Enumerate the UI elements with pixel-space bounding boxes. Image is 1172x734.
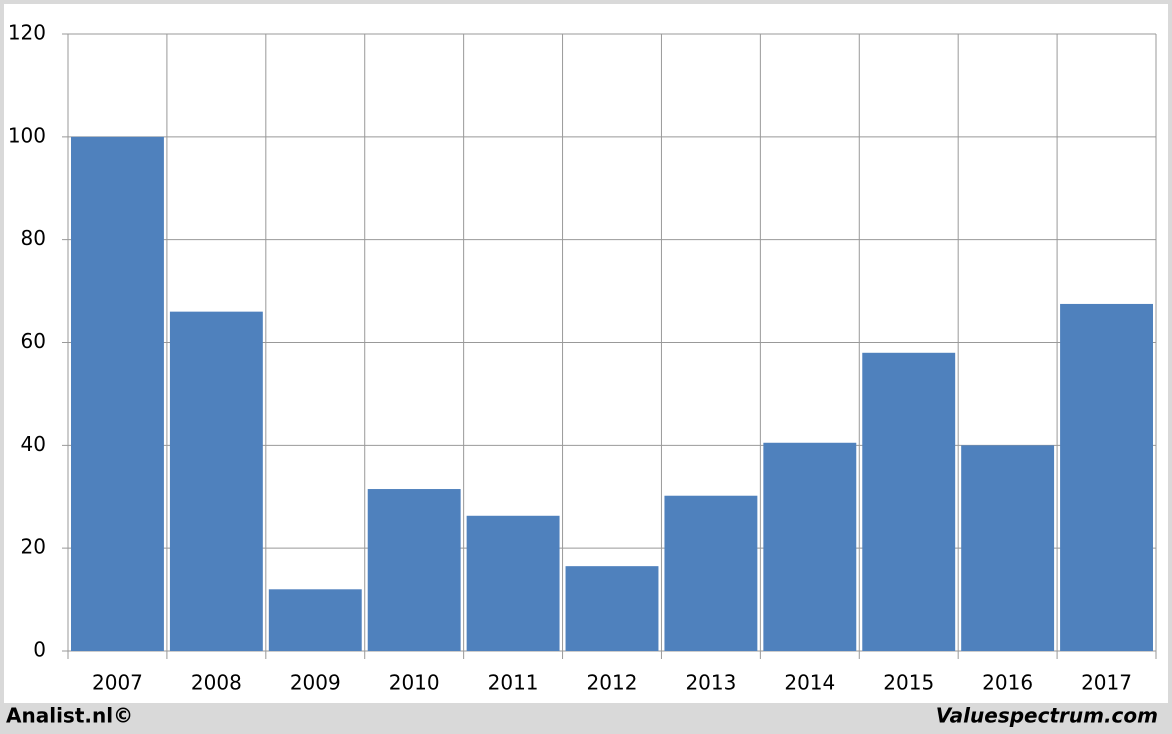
- bar: [71, 136, 164, 652]
- y-tick-label: 120: [8, 21, 46, 45]
- y-tick-label: 80: [21, 226, 46, 250]
- x-tick-label: 2015: [883, 671, 934, 695]
- x-tick-label: 2011: [488, 671, 539, 695]
- y-tick-label: 60: [21, 329, 46, 353]
- footer-right: Valuespectrum.com: [936, 704, 1158, 728]
- x-tick-label: 2017: [1081, 671, 1132, 695]
- x-tick-label: 2013: [685, 671, 736, 695]
- x-tick-label: 2014: [784, 671, 835, 695]
- footer-left: Analist.nl©: [6, 704, 133, 728]
- bar: [1060, 303, 1153, 651]
- bar: [169, 311, 263, 651]
- bar: [268, 589, 362, 651]
- bar: [565, 566, 659, 651]
- x-tick-label: 2010: [389, 671, 440, 695]
- y-tick-label: 20: [21, 535, 46, 559]
- x-tick-label: 2007: [92, 671, 143, 695]
- bar: [862, 352, 956, 651]
- y-tick-label: 0: [33, 638, 46, 662]
- plot: 0 20 40 60 80 100 120 2007 2008 2009 2010 2011 2012 2…: [8, 21, 1157, 695]
- bar: [664, 495, 758, 651]
- y-tick-label: 100: [8, 123, 46, 147]
- bar: [367, 489, 461, 651]
- x-tick-label: 2016: [982, 671, 1033, 695]
- x-tick-label: 2008: [191, 671, 242, 695]
- bar: [466, 515, 560, 651]
- x-tick-label: 2009: [290, 671, 341, 695]
- y-tick-label: 40: [21, 432, 46, 456]
- bar: [961, 445, 1055, 651]
- bar: [763, 442, 857, 651]
- x-tick-label: 2012: [587, 671, 638, 695]
